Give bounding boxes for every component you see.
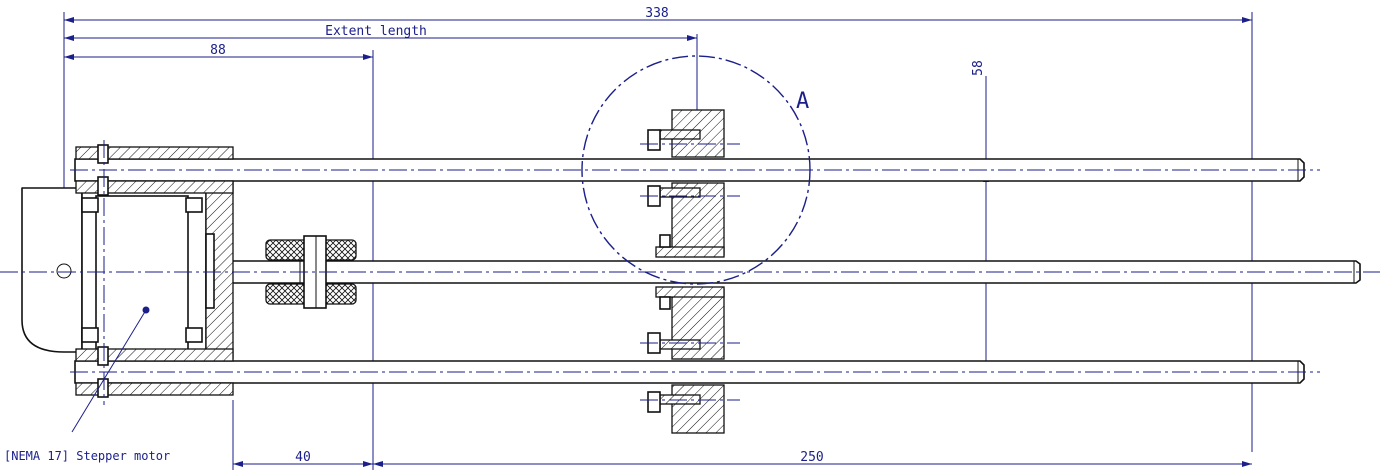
stepper-motor bbox=[81, 189, 207, 355]
dim-extent-length-label: Extent length bbox=[325, 24, 427, 39]
detail-label: A bbox=[796, 89, 809, 114]
dim-overall: 338 bbox=[64, 6, 1252, 23]
shaft-coupler bbox=[265, 235, 357, 309]
dim-travel: 250 bbox=[373, 450, 1252, 467]
dim-extent-length: Extent length bbox=[64, 24, 697, 41]
dim-rod-spacing: 58 bbox=[971, 60, 989, 372]
dim-overall-label: 338 bbox=[645, 6, 668, 21]
carriage-block bbox=[647, 109, 725, 434]
dim-gap-label: 40 bbox=[295, 450, 311, 465]
motor-callout-label: [NEMA 17] Stepper motor bbox=[4, 449, 170, 463]
motor-housing bbox=[75, 144, 234, 398]
dim-motor-section: 88 bbox=[64, 43, 373, 60]
dim-motor-section-label: 88 bbox=[210, 43, 226, 58]
detail-view-marker: A bbox=[581, 55, 811, 285]
dim-gap: 40 bbox=[233, 450, 373, 467]
dim-rod-spacing-label: 58 bbox=[971, 60, 986, 76]
dim-travel-label: 250 bbox=[800, 450, 823, 465]
motor-mount-plate bbox=[21, 187, 83, 353]
centerlines bbox=[0, 140, 1380, 405]
motor-callout: [NEMA 17] Stepper motor bbox=[4, 309, 170, 463]
